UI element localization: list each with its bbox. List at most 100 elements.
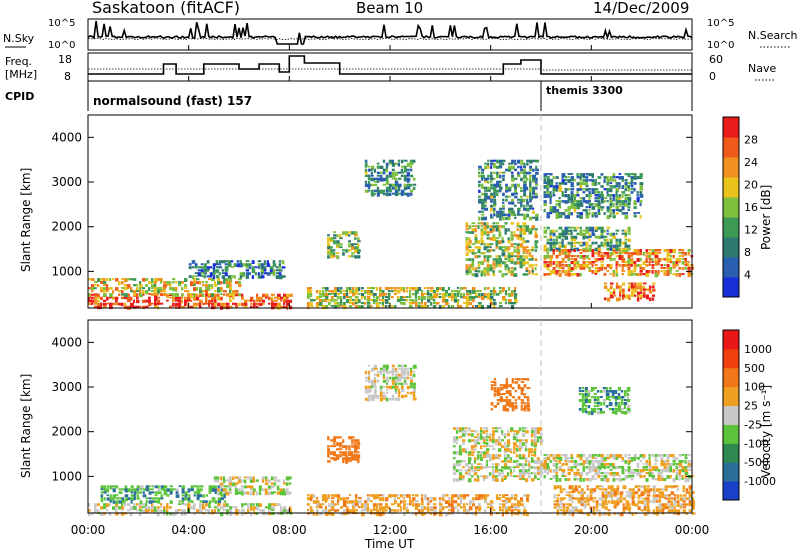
heatmap-cell	[555, 270, 559, 274]
heatmap-cell	[676, 485, 679, 488]
heatmap-cell	[333, 231, 336, 233]
heatmap-cell	[583, 503, 587, 507]
heatmap-cell	[517, 396, 521, 400]
heatmap-cell	[481, 171, 484, 175]
heatmap-cell	[573, 472, 578, 475]
freq-label-line2: [MHz]	[5, 68, 37, 81]
heatmap-cell	[391, 162, 395, 167]
heatmap-cell	[321, 494, 326, 498]
heatmap-cell	[673, 485, 677, 488]
heatmap-cell	[606, 454, 609, 457]
heatmap-cell	[600, 267, 603, 271]
heatmap-cell	[529, 174, 532, 178]
heatmap-cell	[654, 460, 659, 462]
heatmap-cell	[426, 506, 430, 510]
heatmap-cell	[607, 512, 611, 517]
heatmap-cell	[188, 266, 192, 270]
heatmap-cell	[630, 469, 633, 473]
heatmap-cell	[586, 503, 590, 506]
heatmap-cell	[691, 497, 695, 502]
heatmap-cell	[262, 302, 265, 305]
heatmap-cell	[467, 457, 472, 461]
heatmap-cell	[579, 252, 583, 254]
heatmap-cell	[687, 252, 690, 256]
heatmap-cell	[148, 497, 152, 500]
heatmap-cell	[157, 290, 161, 294]
heatmap-cell	[467, 478, 472, 483]
heatmap-cell	[514, 405, 518, 410]
heatmap-cell	[378, 497, 382, 501]
heatmap-cell	[373, 168, 377, 173]
heatmap-cell	[609, 212, 613, 215]
heatmap-cell	[580, 503, 584, 507]
heatmap-cell	[354, 302, 358, 305]
heatmap-cell	[618, 209, 623, 212]
heatmap-cell	[582, 173, 586, 178]
heatmap-cell	[597, 206, 601, 210]
heatmap-cell	[672, 454, 675, 458]
heatmap-cell	[531, 246, 534, 250]
heatmap-cell	[648, 258, 652, 261]
heatmap-cell	[508, 210, 512, 214]
x-tick-label: 12:00	[373, 523, 408, 537]
heatmap-cell	[447, 506, 451, 508]
heatmap-cell	[327, 237, 331, 242]
heatmap-cell	[546, 255, 550, 259]
heatmap-cell	[169, 512, 173, 516]
heatmap-cell	[196, 296, 200, 301]
heatmap-cell	[532, 159, 536, 162]
heatmap-cell	[579, 197, 583, 200]
heatmap-cell	[523, 165, 526, 169]
heatmap-cell	[497, 457, 501, 460]
heatmap-cell	[258, 485, 262, 490]
heatmap-cell	[681, 469, 685, 473]
heatmap-cell	[494, 442, 498, 446]
heatmap-cell	[214, 290, 217, 293]
heatmap-cell	[106, 287, 109, 292]
heatmap-cell	[619, 512, 624, 517]
heatmap-cell	[549, 454, 553, 457]
heatmap-cell	[388, 162, 392, 165]
heatmap-cell	[306, 509, 310, 512]
heatmap-cell	[661, 488, 666, 491]
heatmap-cell	[586, 500, 590, 503]
heatmap-cell	[115, 509, 118, 512]
heatmap-cell	[354, 231, 358, 236]
heatmap-cell	[363, 503, 367, 507]
colorbar-swatch	[723, 117, 739, 138]
heatmap-cell	[639, 203, 642, 207]
heatmap-cell	[558, 270, 561, 273]
heatmap-cell	[526, 171, 530, 175]
heatmap-cell	[603, 229, 606, 233]
heatmap-cell	[603, 273, 607, 276]
heatmap-cell	[467, 451, 472, 456]
heatmap-cell	[455, 451, 460, 455]
heatmap-cell	[523, 216, 527, 221]
heatmap-cell	[493, 189, 497, 193]
heatmap-cell	[190, 296, 194, 299]
heatmap-cell	[636, 258, 641, 262]
heatmap-cell	[388, 183, 393, 187]
heatmap-cell	[526, 378, 530, 381]
heatmap-cell	[360, 302, 365, 304]
heatmap-cell	[535, 216, 539, 221]
heatmap-cell	[490, 213, 493, 218]
heatmap-cell	[505, 378, 508, 383]
heatmap-cell	[423, 302, 427, 306]
heatmap-cell	[613, 503, 618, 508]
heatmap-cell	[163, 281, 167, 284]
heatmap-cell	[468, 237, 471, 241]
heatmap-cell	[615, 244, 620, 248]
heatmap-cell	[498, 509, 503, 512]
heatmap-cell	[118, 500, 122, 504]
heatmap-cell	[378, 290, 383, 293]
heatmap-cell	[627, 472, 632, 474]
heatmap-cell	[403, 367, 407, 371]
heatmap-cell	[387, 293, 391, 296]
heatmap-cell	[508, 168, 512, 172]
heatmap-cell	[484, 216, 487, 221]
heatmap-cell	[493, 207, 496, 211]
heatmap-cell	[423, 497, 428, 501]
heatmap-cell	[366, 293, 371, 296]
heatmap-cell	[624, 247, 628, 250]
